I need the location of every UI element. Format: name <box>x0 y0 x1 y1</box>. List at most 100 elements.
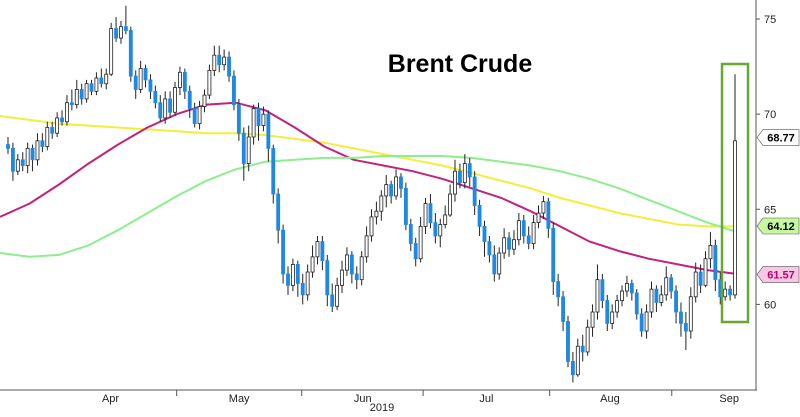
x-tick-label: May <box>229 393 250 405</box>
candle <box>128 26 133 82</box>
candle-body-down <box>60 117 64 123</box>
candle <box>649 281 654 318</box>
candle-body-down <box>232 75 236 106</box>
candle <box>403 182 408 231</box>
candle-body-up <box>688 296 693 332</box>
candle <box>364 226 369 263</box>
candle <box>674 285 678 324</box>
x-axis-ticks: Apr May Jun Jul Aug Sep <box>102 390 739 405</box>
candle <box>153 85 158 109</box>
candle <box>453 159 457 202</box>
candle-body-up <box>418 225 423 260</box>
candle <box>708 232 713 269</box>
candle-body-down <box>182 71 187 92</box>
candle-body-up <box>178 71 182 88</box>
candle <box>261 106 266 132</box>
candle <box>590 304 595 337</box>
candle-body-down <box>639 313 644 332</box>
candle <box>600 273 605 309</box>
candle <box>472 171 477 215</box>
candle-body-up <box>723 288 728 298</box>
price-tag: 64.12 <box>756 217 800 235</box>
candle <box>423 197 428 234</box>
candle <box>315 235 320 265</box>
candle <box>497 247 502 280</box>
candle <box>551 222 556 295</box>
candle <box>114 17 118 42</box>
candle <box>15 154 20 176</box>
candle-body-down <box>629 283 634 294</box>
candle <box>683 312 688 351</box>
candle <box>389 180 394 204</box>
candle-body-down <box>281 229 286 275</box>
candle-body-up <box>384 184 389 197</box>
candle <box>723 281 728 301</box>
candle-body-down <box>325 260 330 296</box>
candle-body-up <box>335 284 340 307</box>
candle <box>45 121 50 151</box>
price-tag-box <box>756 266 800 283</box>
candle <box>310 245 315 278</box>
candle-body-down <box>467 163 472 178</box>
candle <box>521 214 526 244</box>
candle <box>295 260 300 297</box>
candle-body-down <box>413 243 418 260</box>
candle-body-up <box>423 203 428 227</box>
candle <box>84 79 89 103</box>
y-tick-label: 65 <box>764 204 776 216</box>
candle <box>133 70 138 99</box>
candle-body-up <box>35 140 40 161</box>
candle-body-up <box>610 311 615 324</box>
candle-body-down <box>143 68 148 81</box>
candle-body-up <box>261 113 266 126</box>
candle <box>379 190 384 221</box>
candle <box>330 283 335 312</box>
candle <box>40 133 45 153</box>
candle-body-up <box>536 212 541 223</box>
candle <box>286 266 290 295</box>
candle-body-down <box>713 245 718 281</box>
candle-body-down <box>570 361 575 376</box>
candle <box>246 125 251 172</box>
candle-body-down <box>669 277 674 292</box>
candle-body-down <box>256 108 261 126</box>
candle-body-up <box>585 326 590 353</box>
candle-body-up <box>733 140 737 296</box>
candle <box>467 157 472 187</box>
candle-body-down <box>286 273 290 286</box>
candle <box>502 228 507 259</box>
candle <box>605 294 610 332</box>
candle-body-down <box>551 227 556 282</box>
candle-body-up <box>649 288 654 313</box>
candle-body-down <box>526 235 531 244</box>
candle <box>546 197 551 238</box>
candle-body-up <box>708 245 713 260</box>
candle <box>561 291 565 332</box>
candle <box>212 45 217 77</box>
candle <box>256 102 261 141</box>
candle-body-down <box>600 279 605 301</box>
candle-body-down <box>271 147 276 195</box>
candle <box>688 287 693 339</box>
candle <box>281 224 286 284</box>
candle <box>516 213 521 246</box>
candle <box>654 285 659 312</box>
candle-body-up <box>541 201 546 214</box>
candle-body-down <box>683 323 688 332</box>
candle-body-down <box>241 132 246 165</box>
candle-body-up <box>438 224 443 237</box>
candle-body-up <box>138 68 143 90</box>
candle-body-down <box>168 98 173 113</box>
candle-body-up <box>251 108 256 138</box>
candle <box>418 216 423 263</box>
candle <box>428 194 433 229</box>
candle <box>536 205 541 229</box>
candle <box>438 218 443 248</box>
candle <box>728 285 733 301</box>
candle <box>595 264 600 320</box>
candle-body-up <box>84 83 89 100</box>
candle <box>733 74 737 299</box>
candle <box>227 51 231 82</box>
candlestick-series <box>6 5 737 383</box>
